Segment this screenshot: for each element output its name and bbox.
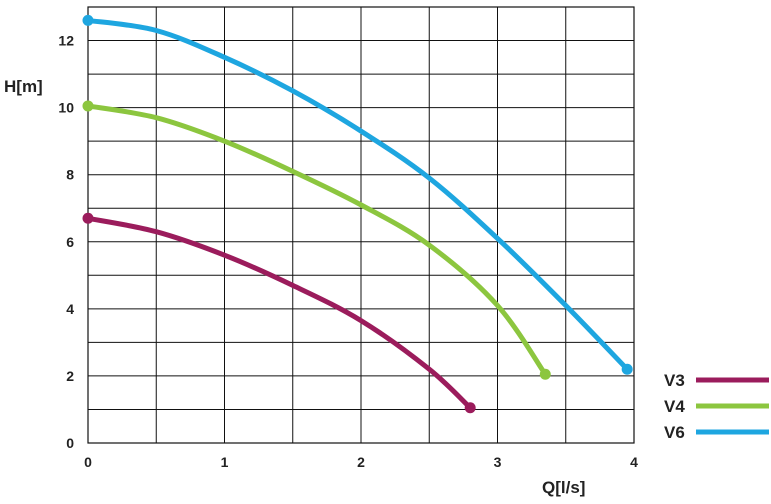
grid: [87, 6, 635, 444]
y-tick-label: 0: [66, 435, 74, 451]
y-tick-label: 10: [58, 100, 74, 116]
series-start-point-v4: [82, 100, 94, 112]
series-end-point-v6: [621, 363, 633, 375]
x-tick-label: 2: [357, 454, 365, 470]
series-line-v6: [85, 17, 630, 372]
y-tick-label: 6: [66, 234, 74, 250]
x-axis-label: Q[l/s]: [542, 478, 585, 497]
legend-label-v4: V4: [664, 397, 685, 416]
series-lines: [82, 14, 633, 414]
y-tick-label: 2: [66, 368, 74, 384]
series-start-point-v6: [82, 14, 94, 26]
series-start-point-v3: [82, 212, 94, 224]
series-end-point-v4: [539, 368, 551, 380]
x-axis-ticks: 0 1 2 3 4: [84, 454, 638, 470]
legend-label-v6: V6: [664, 423, 685, 442]
y-axis-ticks: 0 2 4 6 8 10 12: [58, 33, 74, 451]
x-tick-label: 0: [84, 454, 92, 470]
y-tick-label: 8: [66, 167, 74, 183]
legend: V3 V4 V6: [664, 371, 769, 442]
series-line-v4: [85, 103, 548, 377]
y-tick-label: 4: [66, 301, 74, 317]
x-tick-label: 3: [494, 454, 502, 470]
y-axis-label: H[m]: [4, 77, 43, 96]
x-tick-label: 4: [630, 454, 638, 470]
x-tick-label: 1: [221, 454, 229, 470]
series-line-v3: [85, 215, 473, 411]
series-end-point-v3: [464, 402, 476, 414]
legend-label-v3: V3: [664, 371, 685, 390]
y-tick-label: 12: [58, 33, 74, 49]
